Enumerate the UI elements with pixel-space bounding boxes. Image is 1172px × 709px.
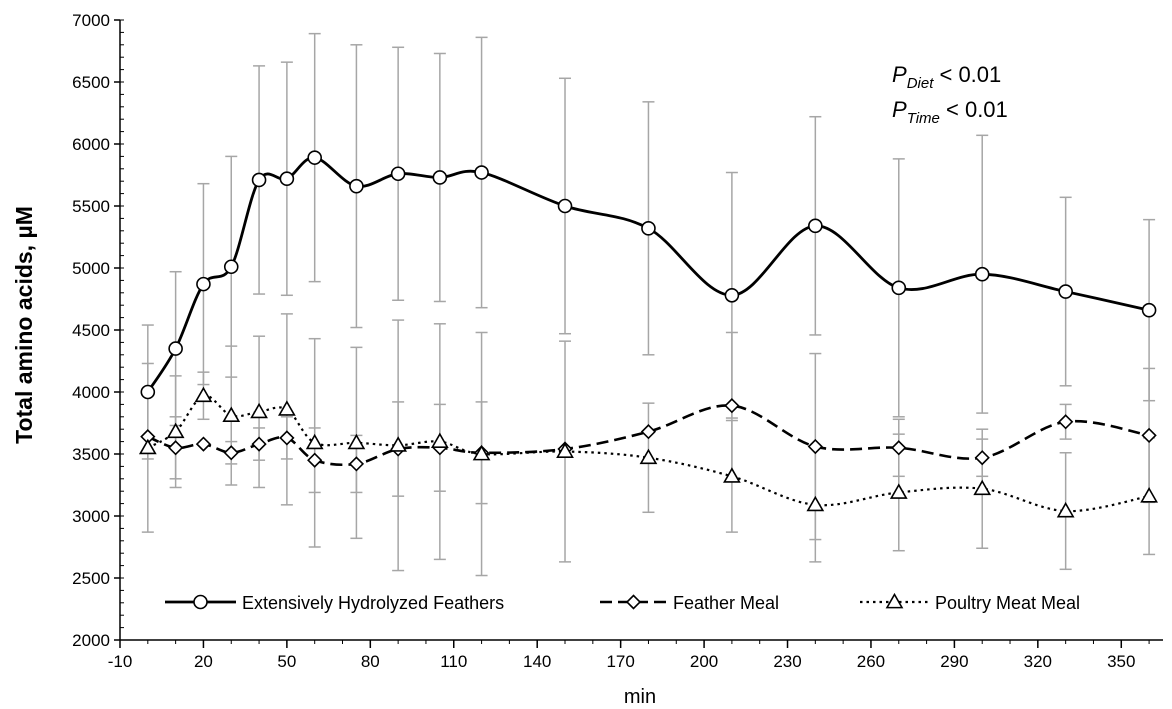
data-point <box>889 483 908 499</box>
y-tick-label: 7000 <box>72 11 110 30</box>
data-point <box>167 440 184 456</box>
x-tick-label: -10 <box>108 652 133 671</box>
data-point <box>307 452 323 468</box>
data-point <box>641 221 656 236</box>
data-point <box>168 341 183 356</box>
data-point <box>279 430 295 446</box>
annotation-time: PTime < 0.01 <box>892 97 1008 127</box>
data-point <box>138 438 157 455</box>
x-tick-label: 350 <box>1107 652 1135 671</box>
legend-label: Extensively Hydrolyzed Feathers <box>242 593 504 613</box>
x-tick-label: 260 <box>857 652 885 671</box>
data-point <box>223 259 239 275</box>
data-point <box>724 398 740 414</box>
y-tick-label: 5000 <box>72 259 110 278</box>
data-point <box>1141 302 1157 318</box>
y-tick-label: 6500 <box>72 73 110 92</box>
data-point <box>347 433 366 450</box>
data-point <box>1140 487 1158 503</box>
x-tick-label: 20 <box>194 652 213 671</box>
legend-item: Extensively Hydrolyzed Feathers <box>165 593 504 613</box>
data-point <box>806 495 825 512</box>
legend-marker <box>625 594 642 610</box>
data-point <box>430 432 449 449</box>
data-point <box>251 436 267 452</box>
legend: Extensively Hydrolyzed Feathers Feather M… <box>165 592 1080 613</box>
annotations: PDiet < 0.01 PTime < 0.01 <box>892 62 1008 127</box>
x-tick-label: 110 <box>440 652 467 671</box>
data-point <box>305 433 324 450</box>
legend-marker <box>885 592 904 609</box>
markers <box>138 150 1158 518</box>
legend-marker <box>193 594 208 610</box>
legend-item: Feather Meal <box>600 593 779 613</box>
x-tick-label: 200 <box>690 652 718 671</box>
data-point <box>251 172 267 188</box>
data-point <box>349 178 364 194</box>
x-tick-label: 170 <box>606 652 634 671</box>
data-point <box>639 448 658 465</box>
data-point <box>1056 501 1075 518</box>
legend-label: Poultry Meat Meal <box>935 593 1080 613</box>
data-point <box>390 166 406 182</box>
data-point <box>166 422 185 439</box>
data-point <box>474 165 489 180</box>
data-point <box>1058 284 1073 299</box>
data-point <box>194 386 213 403</box>
data-point <box>807 438 823 455</box>
data-point <box>974 266 990 282</box>
data-point <box>278 400 296 416</box>
data-point <box>223 445 239 461</box>
data-point <box>195 436 212 452</box>
annotation-diet: PDiet < 0.01 <box>892 62 1001 92</box>
axes: 2000 2500 3000 3500 4000 4500 5000 5500 6000 6500… <box>72 11 1163 671</box>
data-point <box>973 479 992 496</box>
y-tick-label: 2500 <box>72 569 110 588</box>
x-tick-label: 290 <box>940 652 968 671</box>
data-point <box>1058 414 1074 430</box>
data-point <box>724 287 740 303</box>
data-point <box>1141 427 1157 444</box>
legend-item: Poultry Meat Meal <box>860 592 1080 613</box>
data-point <box>808 218 823 234</box>
data-point <box>222 406 241 422</box>
y-tick-label: 4000 <box>72 383 110 402</box>
y-tick-label: 3500 <box>72 445 110 464</box>
data-point <box>250 402 268 419</box>
data-point <box>974 450 990 466</box>
x-tick-label: 50 <box>277 652 296 671</box>
data-point <box>307 150 322 165</box>
data-point <box>556 442 574 458</box>
data-point <box>640 424 657 440</box>
data-point <box>389 436 408 452</box>
x-axis-title: min <box>624 686 656 708</box>
data-point <box>723 467 741 483</box>
legend-label: Feather Meal <box>673 593 779 613</box>
y-tick-label: 2000 <box>72 631 110 650</box>
y-tick-label: 5500 <box>72 197 110 216</box>
data-point <box>432 170 448 185</box>
data-point <box>348 456 365 472</box>
x-tick-label: 80 <box>361 652 380 671</box>
data-point <box>557 198 573 214</box>
x-tick-label: 230 <box>773 652 801 671</box>
data-point <box>891 440 907 456</box>
series-line-3 <box>147 394 1150 513</box>
data-point <box>891 280 907 296</box>
y-axis-title: Total amino acids, µM <box>11 206 37 444</box>
x-tick-label: 140 <box>523 652 551 671</box>
data-point <box>196 276 211 292</box>
y-tick-label: 3000 <box>72 507 110 526</box>
data-point <box>279 171 295 187</box>
data-point <box>472 444 491 461</box>
data-point <box>140 384 156 400</box>
x-tick-label: 320 <box>1024 652 1052 671</box>
y-tick-label: 4500 <box>72 321 110 340</box>
y-tick-label: 6000 <box>72 135 110 154</box>
